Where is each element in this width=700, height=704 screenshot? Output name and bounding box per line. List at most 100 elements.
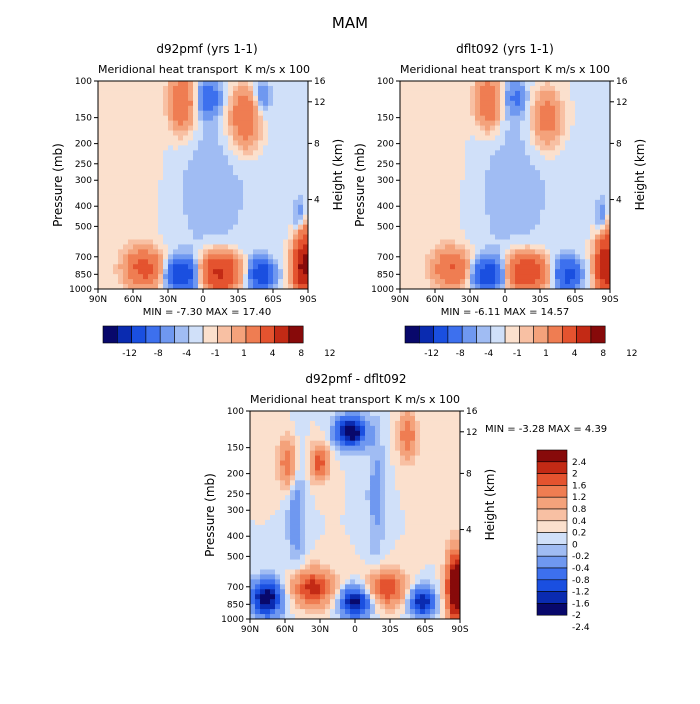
heatmap-cell (268, 175, 273, 180)
heatmap-cell (595, 200, 600, 205)
heatmap-cell (208, 140, 213, 145)
heatmap-cell (355, 505, 360, 510)
heatmap-cell (158, 170, 163, 175)
heatmap-cell (455, 116, 460, 121)
heatmap-cell (138, 274, 143, 279)
heatmap-cell (263, 96, 268, 101)
heatmap-cell (265, 500, 270, 505)
heatmap-cell (440, 470, 445, 475)
heatmap-cell (535, 140, 540, 145)
heatmap-cell (265, 515, 270, 520)
heatmap-cell (273, 116, 278, 121)
panel-1-title: d92pmf (yrs 1-1) (156, 42, 257, 56)
heatmap-cell (283, 205, 288, 210)
heatmap-cell (410, 126, 415, 131)
heatmap-cell (238, 131, 243, 136)
heatmap-cell (325, 465, 330, 470)
heatmap-cell (435, 470, 440, 475)
heatmap-cell (375, 411, 380, 416)
heatmap-cell (345, 456, 350, 461)
heatmap-cell (268, 259, 273, 264)
heatmap-cell (525, 165, 530, 170)
heatmap-cell (425, 560, 430, 565)
heatmap-cell (480, 91, 485, 96)
heatmap-cell (168, 244, 173, 249)
heatmap-cell (168, 180, 173, 185)
heatmap-cell (288, 180, 293, 185)
heatmap-cell (98, 91, 103, 96)
heatmap-cell (500, 220, 505, 225)
heatmap-cell (410, 185, 415, 190)
heatmap-cell (158, 106, 163, 111)
heatmap-cell (400, 560, 405, 565)
heatmap-cell (550, 96, 555, 101)
heatmap-cell (113, 259, 118, 264)
heatmap-cell (500, 160, 505, 165)
heatmap-cell (435, 485, 440, 490)
heatmap-cell (595, 274, 600, 279)
heatmap-cell (380, 530, 385, 535)
heatmap-cell (113, 220, 118, 225)
heatmap-cell (575, 190, 580, 195)
heatmap-cell (590, 185, 595, 190)
heatmap-cell (163, 215, 168, 220)
heatmap-cell (300, 465, 305, 470)
heatmap-cell (263, 175, 268, 180)
heatmap-cell (280, 426, 285, 431)
heatmap-cell (480, 155, 485, 160)
heatmap-cell (273, 155, 278, 160)
heatmap-cell (565, 121, 570, 126)
heatmap-cell (595, 225, 600, 230)
heatmap-cell (103, 254, 108, 259)
heatmap-cell (350, 530, 355, 535)
heatmap-cell (460, 165, 465, 170)
heatmap-cell (425, 431, 430, 436)
heatmap-cell (470, 96, 475, 101)
heatmap-cell (495, 140, 500, 145)
heatmap-cell (335, 480, 340, 485)
heatmap-cell (178, 190, 183, 195)
heatmap-cell (550, 145, 555, 150)
heatmap-cell (158, 131, 163, 136)
heatmap-cell (500, 274, 505, 279)
heatmap-cell (450, 111, 455, 116)
heatmap-cell (295, 555, 300, 560)
heatmap-cell (248, 210, 253, 215)
heatmap-cell (465, 185, 470, 190)
heatmap-cell (425, 451, 430, 456)
heatmap-cell (570, 91, 575, 96)
heatmap-cell (168, 249, 173, 254)
heatmap-cell (103, 121, 108, 126)
heatmap-cell (445, 244, 450, 249)
heatmap-cell (525, 259, 530, 264)
heatmap-cell (255, 436, 260, 441)
heatmap-cell (275, 560, 280, 565)
heatmap-cell (420, 91, 425, 96)
heatmap-cell (575, 274, 580, 279)
heatmap-cell (108, 230, 113, 235)
heatmap-cell (465, 116, 470, 121)
heatmap-cell (158, 155, 163, 160)
heatmap-cell (420, 86, 425, 91)
heatmap-cell (585, 170, 590, 175)
heatmap-cell (505, 96, 510, 101)
heatmap-cell (203, 205, 208, 210)
heatmap-cell (123, 101, 128, 106)
heatmap-cell (465, 121, 470, 126)
heatmap-cell (535, 131, 540, 136)
heatmap-cell (298, 145, 303, 150)
heatmap-cell (480, 274, 485, 279)
heatmap-cell (238, 244, 243, 249)
heatmap-cell (400, 175, 405, 180)
heatmap-cell (545, 239, 550, 244)
heatmap-cell (415, 185, 420, 190)
heatmap-cell (550, 205, 555, 210)
heatmap-cell (143, 101, 148, 106)
heatmap-cell (148, 165, 153, 170)
heatmap-cell (305, 565, 310, 570)
heatmap-cell (440, 515, 445, 520)
heatmap-cell (440, 555, 445, 560)
heatmap-cell (203, 96, 208, 101)
heatmap-cell (445, 520, 450, 525)
heatmap-cell (360, 480, 365, 485)
